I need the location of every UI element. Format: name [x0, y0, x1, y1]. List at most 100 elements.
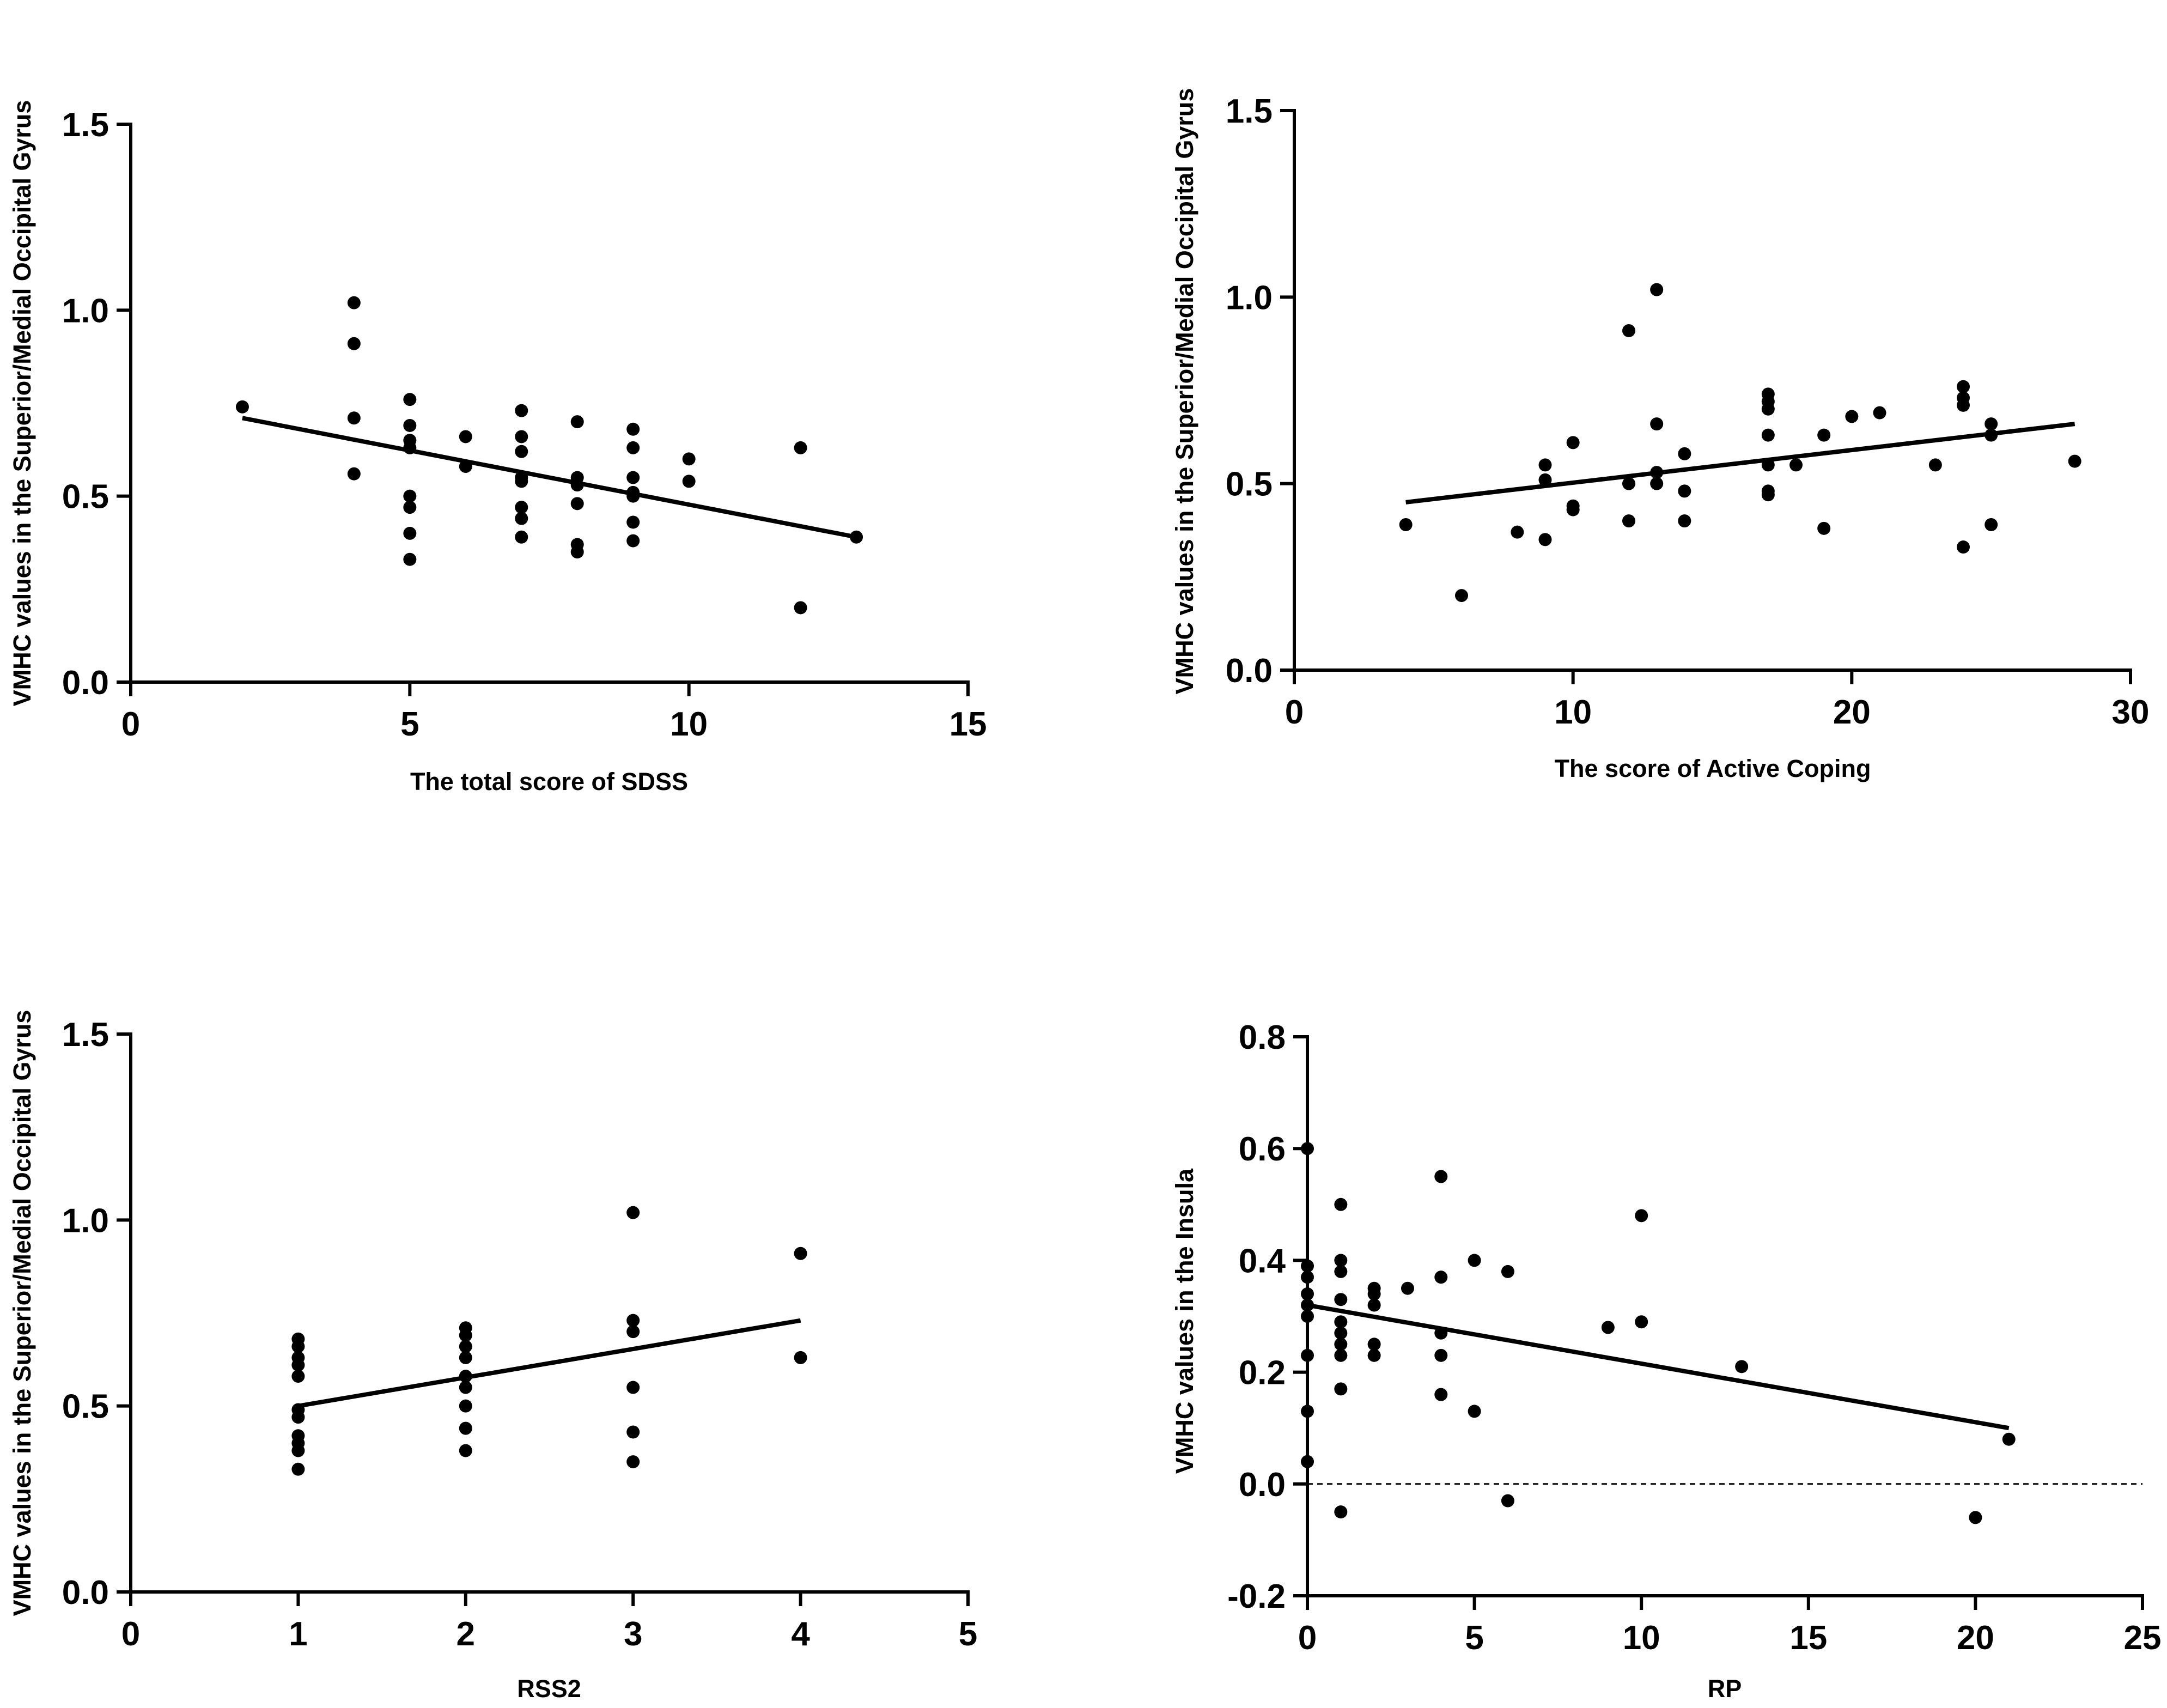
data-point	[2002, 1432, 2016, 1446]
data-point	[794, 1351, 807, 1364]
data-point	[1334, 1326, 1348, 1340]
data-point	[1957, 398, 1970, 412]
panel-rp: 0 5 10 15 20 25 -0.2 0.0 0.2 0.4 0.6 0.8 RP VMHC va…	[1171, 1019, 2161, 1703]
data-point	[515, 404, 528, 417]
data-point	[1566, 436, 1580, 449]
data-point	[1301, 1348, 1314, 1362]
x-tick-label: 10	[1554, 694, 1592, 731]
data-point	[626, 515, 640, 529]
data-point	[459, 1444, 472, 1457]
data-point	[1334, 1348, 1348, 1362]
data-point	[794, 601, 807, 615]
x-axis-title: RP	[1708, 1675, 1742, 1703]
data-point	[1434, 1326, 1448, 1340]
y-tick-label: 0.8	[1239, 1019, 1286, 1056]
data-point	[1399, 518, 1413, 531]
data-point	[1434, 1388, 1448, 1401]
data-point	[626, 489, 640, 503]
data-point	[1301, 1259, 1314, 1273]
data-point	[1301, 1455, 1314, 1468]
data-point	[1334, 1254, 1348, 1267]
x-tick-label: 20	[1833, 694, 1871, 731]
x-tick-label: 0	[121, 1615, 140, 1653]
data-point	[1367, 1287, 1381, 1300]
data-point	[1434, 1348, 1448, 1362]
data-point	[459, 1399, 472, 1413]
y-tick-label: 0.5	[1226, 466, 1273, 503]
tick-labels: 0 5 10 15 0.0 0.5 1.0 1.5	[62, 106, 987, 743]
data-point	[570, 478, 584, 492]
panel-sdss: 0 5 10 15 0.0 0.5 1.0 1.5 The total score of SD…	[8, 100, 987, 795]
data-point	[1301, 1310, 1314, 1323]
data-point	[1678, 447, 1691, 460]
data-point	[1301, 1405, 1314, 1418]
data-point	[1538, 473, 1552, 487]
data-point	[626, 471, 640, 484]
data-point	[1650, 477, 1664, 490]
y-tick-label: 0.6	[1239, 1130, 1286, 1168]
x-tick-label: 15	[949, 706, 987, 743]
data-point	[403, 526, 417, 540]
data-point	[1566, 503, 1580, 516]
x-tick-label: 2	[456, 1615, 475, 1653]
x-tick-label: 0	[121, 706, 140, 743]
data-point	[459, 1340, 472, 1353]
data-point	[1735, 1360, 1749, 1373]
data-point	[1635, 1209, 1648, 1223]
data-point	[794, 441, 807, 454]
data-point	[1635, 1315, 1648, 1329]
x-tick-label: 25	[2124, 1619, 2162, 1657]
y-tick-label: 0.0	[1226, 652, 1273, 690]
x-tick-label: 1	[289, 1615, 307, 1653]
y-tick-label: 1.5	[62, 106, 109, 144]
y-tick-label: 1.5	[62, 1016, 109, 1054]
data-points	[291, 1206, 807, 1476]
data-point	[1761, 402, 1775, 416]
x-axis-title: The total score of SDSS	[410, 768, 688, 795]
data-point	[1789, 458, 1803, 472]
data-point	[570, 415, 584, 429]
data-point	[2068, 454, 2081, 468]
data-point	[1957, 540, 1970, 554]
data-point	[626, 422, 640, 436]
data-point	[682, 475, 696, 488]
data-point	[1845, 410, 1859, 423]
data-point	[1985, 428, 1998, 442]
axis-ticks	[117, 1032, 970, 1606]
data-point	[459, 1370, 472, 1383]
data-point	[682, 452, 696, 466]
tick-labels: 0 5 10 15 20 25 -0.2 0.0 0.2 0.4 0.6 0.8	[1227, 1019, 2161, 1657]
data-points	[235, 296, 863, 615]
data-point	[1301, 1287, 1314, 1300]
data-point	[1622, 514, 1635, 528]
data-point	[1501, 1494, 1514, 1508]
y-axis-title: VMHC values in the Superior/Medial Occip…	[8, 1010, 36, 1616]
data-point	[1538, 533, 1552, 546]
data-points	[1301, 1142, 2016, 1524]
data-point	[1334, 1382, 1348, 1396]
x-tick-label: 10	[670, 706, 708, 743]
y-tick-label: 0.0	[1239, 1466, 1286, 1504]
data-point	[1601, 1321, 1615, 1334]
data-point	[403, 418, 417, 432]
data-point	[291, 1411, 305, 1424]
data-point	[1678, 484, 1691, 498]
data-point	[1455, 589, 1468, 603]
data-point	[1301, 1142, 1314, 1156]
data-point	[1538, 458, 1552, 472]
data-point	[459, 1421, 472, 1435]
data-point	[1367, 1348, 1381, 1362]
y-tick-label: 1.0	[62, 1202, 109, 1239]
data-point	[626, 1206, 640, 1219]
data-point	[1301, 1271, 1314, 1284]
data-point	[515, 530, 528, 544]
data-point	[291, 1462, 305, 1476]
y-tick-label: 0.5	[62, 1388, 109, 1426]
panel-rss2: 0 1 2 3 4 5 0.0 0.5 1.0 1.5 RSS2 VMHC values in t…	[8, 1010, 977, 1703]
data-point	[291, 1444, 305, 1457]
data-point	[459, 1328, 472, 1342]
x-axis-title: The score of Active Coping	[1555, 755, 1871, 782]
y-tick-label: 0.2	[1239, 1354, 1286, 1392]
data-point	[570, 545, 584, 559]
tick-labels: 0 1 2 3 4 5 0.0 0.5 1.0 1.5	[62, 1016, 977, 1653]
